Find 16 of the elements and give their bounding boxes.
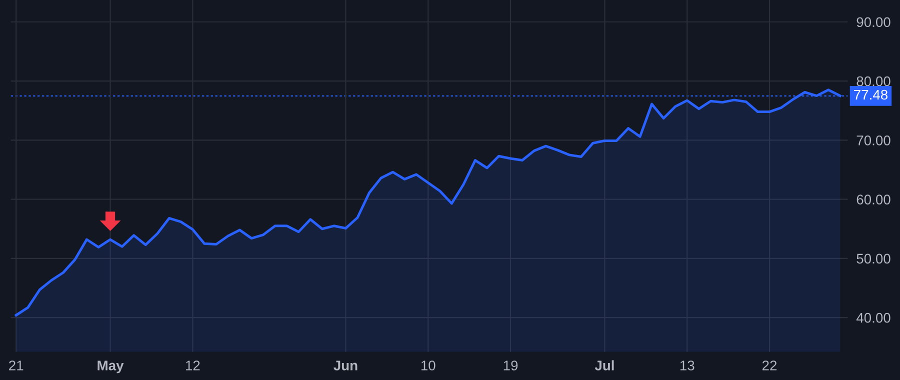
- y-tick-label: 80.00: [856, 76, 890, 86]
- y-tick-label: 50.00: [856, 254, 890, 264]
- y-tick-label: 70.00: [856, 135, 890, 146]
- y-tick-label: 40.00: [856, 312, 890, 323]
- x-tick-label: 10: [421, 360, 436, 370]
- x-tick-label: 12: [186, 360, 200, 370]
- x-tick-label: 19: [504, 360, 518, 370]
- x-tick-label: 22: [762, 360, 777, 370]
- x-tick-label: Jul: [594, 360, 614, 370]
- y-tick-label: 90.00: [856, 17, 890, 28]
- y-tick-label: 60.00: [856, 194, 890, 204]
- x-tick-label: 13: [680, 360, 694, 370]
- x-tick-label: 21: [9, 360, 24, 370]
- ref-line-label: 77.48: [854, 90, 888, 100]
- x-tick-label: May: [98, 360, 124, 374]
- x-tick-label: Jun: [334, 360, 358, 370]
